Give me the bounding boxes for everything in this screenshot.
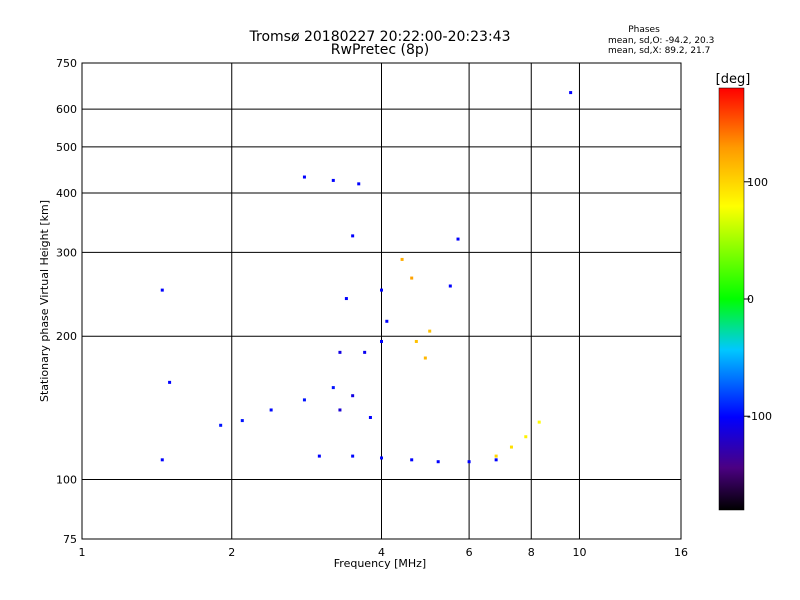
data-point <box>351 394 355 398</box>
y-tick-label: 400 <box>56 187 77 200</box>
data-point <box>428 329 432 333</box>
plot-frame <box>81 62 682 540</box>
data-point <box>436 460 440 464</box>
data-point <box>344 297 348 301</box>
data-point <box>302 175 306 179</box>
data-point <box>423 356 427 360</box>
stats-heading: Phases <box>628 25 660 35</box>
x-tick-label: 10 <box>572 546 586 559</box>
data-point <box>494 454 498 458</box>
data-point <box>400 257 404 261</box>
y-tick-label: 750 <box>56 57 77 70</box>
data-point <box>410 276 414 280</box>
x-tick-label: 1 <box>79 546 86 559</box>
colorbar <box>718 87 745 511</box>
stats-line-x: mean, sd,X: 89.2, 21.7 <box>608 46 710 56</box>
data-point <box>448 284 452 288</box>
data-points <box>160 91 573 464</box>
y-tick-label: 500 <box>56 141 77 154</box>
colorbar-tick-label: 0 <box>747 293 754 306</box>
y-tick-label: 200 <box>56 330 77 343</box>
data-point <box>368 415 372 419</box>
data-point <box>524 435 528 439</box>
data-point <box>160 458 164 462</box>
data-point <box>385 319 389 323</box>
data-point <box>338 350 342 354</box>
x-tick-label: 4 <box>378 546 385 559</box>
data-point <box>456 237 460 241</box>
x-axis-label: Frequency [MHz] <box>334 557 426 570</box>
y-tick-label: 100 <box>56 474 77 487</box>
chart-subtitle: RwPretec (8p) <box>331 42 429 58</box>
data-point <box>168 380 172 384</box>
y-tick-label: 300 <box>56 246 77 259</box>
data-point <box>380 339 383 343</box>
y-axis-ticks: 75 100 200 300 400 500 600 750 <box>56 57 77 546</box>
data-point <box>317 454 321 458</box>
y-axis-label: Stationary phase Virtual Height [km] <box>38 200 51 402</box>
data-point <box>219 423 223 427</box>
x-tick-label: 8 <box>528 546 535 559</box>
data-point <box>414 339 418 343</box>
data-point <box>410 458 414 462</box>
data-point <box>269 408 273 412</box>
data-point <box>351 454 355 458</box>
data-point <box>160 288 164 292</box>
colorbar-ticks: 100 0 -100 <box>744 176 772 423</box>
colorbar-tick-label: 100 <box>747 176 768 189</box>
data-point <box>509 445 513 449</box>
colorbar-tick-label: -100 <box>747 410 772 423</box>
data-point <box>351 234 355 238</box>
data-point <box>380 288 383 292</box>
stats-line-o: mean, sd,O: -94.2, 20.3 <box>608 36 714 46</box>
data-point <box>331 386 335 390</box>
y-tick-label: 600 <box>56 103 77 116</box>
chart-title: Tromsø 20180227 20:22:00-20:23:43 <box>249 29 511 45</box>
data-point <box>380 456 383 460</box>
x-tick-label: 2 <box>228 546 235 559</box>
data-point <box>537 420 541 424</box>
x-tick-label: 16 <box>674 546 688 559</box>
data-point <box>331 178 335 182</box>
data-point <box>240 419 244 423</box>
grid <box>82 63 681 539</box>
x-axis-ticks: 1 2 4 6 8 10 16 <box>79 546 689 559</box>
x-tick-label: 6 <box>466 546 473 559</box>
data-point <box>363 350 367 354</box>
data-point <box>569 91 573 95</box>
data-point <box>494 458 498 462</box>
data-point <box>302 398 306 402</box>
y-tick-label: 75 <box>63 533 77 546</box>
data-point <box>467 460 471 464</box>
colorbar-label: [deg] <box>716 72 751 87</box>
data-point <box>357 182 361 186</box>
data-point <box>338 408 342 412</box>
